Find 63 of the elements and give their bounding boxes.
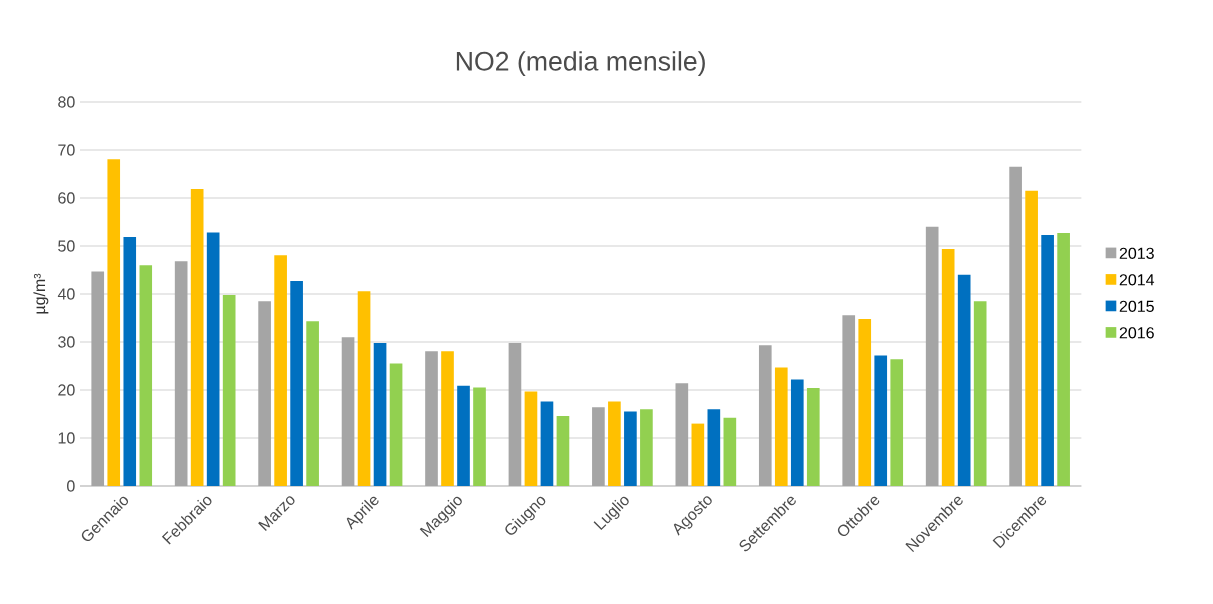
bar <box>707 409 721 486</box>
bar <box>723 417 737 486</box>
bar <box>123 236 137 486</box>
legend-label: 2015 <box>1119 300 1154 312</box>
chart-title: NO2 (media mensile) <box>456 51 705 76</box>
bar <box>457 385 470 486</box>
bar <box>858 318 872 486</box>
bar <box>306 321 319 486</box>
y-tick-label: 40 <box>57 288 75 300</box>
legend-label: 2016 <box>1119 327 1154 339</box>
bar <box>624 411 637 486</box>
bar <box>941 248 955 486</box>
legend-label: 2013 <box>1119 247 1154 259</box>
y-tick-label: 20 <box>58 384 75 396</box>
y-tick-label: 10 <box>58 432 75 444</box>
bar <box>758 345 772 486</box>
bar <box>1009 166 1022 486</box>
bar <box>222 294 236 486</box>
bar <box>608 401 621 486</box>
bar <box>675 383 689 486</box>
bar <box>389 363 403 486</box>
bar <box>925 226 939 486</box>
bar <box>190 188 204 486</box>
bar <box>556 415 570 486</box>
bar <box>790 379 804 486</box>
bar <box>290 281 303 486</box>
bar <box>425 351 438 486</box>
y-tick-label: 80 <box>58 96 75 108</box>
y-tick-label: 60 <box>58 192 75 204</box>
bar <box>139 265 153 486</box>
bar <box>274 255 287 486</box>
bar <box>842 315 856 486</box>
bar <box>592 407 605 486</box>
legend-label: 2014 <box>1119 274 1155 286</box>
bar <box>341 337 355 486</box>
bar <box>107 159 121 486</box>
bar <box>258 301 271 486</box>
bar <box>890 359 904 486</box>
bar <box>540 401 554 486</box>
bar <box>806 388 820 486</box>
bar <box>1041 234 1054 486</box>
bar <box>206 232 220 486</box>
bar <box>1057 233 1070 486</box>
y-tick-label: 50 <box>58 240 75 252</box>
bar <box>508 342 522 486</box>
bar <box>473 387 486 486</box>
bar <box>1025 190 1038 486</box>
bar <box>174 261 188 486</box>
y-tick-label: 70 <box>58 144 75 156</box>
y-tick-label: 30 <box>58 336 75 348</box>
bar <box>640 409 653 486</box>
bar <box>357 291 371 486</box>
bar <box>973 301 987 486</box>
bar <box>441 351 454 486</box>
bar <box>524 391 538 486</box>
bar <box>874 355 888 486</box>
bar <box>774 367 788 486</box>
bar <box>373 342 387 486</box>
bar <box>91 271 105 486</box>
bar <box>957 274 971 486</box>
y-axis-title: µg/m³ <box>33 273 49 314</box>
y-tick-label: 0 <box>67 480 75 492</box>
bar <box>691 423 705 486</box>
